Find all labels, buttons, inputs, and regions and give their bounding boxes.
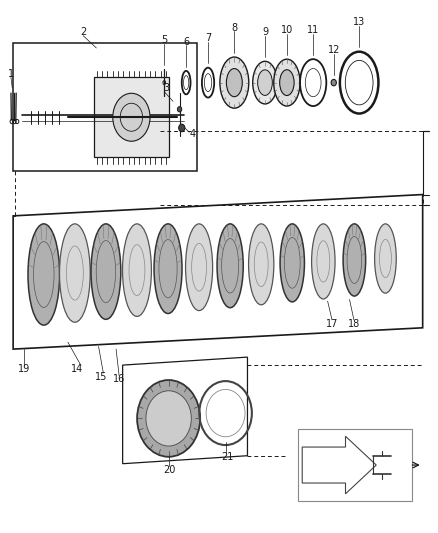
Ellipse shape (113, 93, 150, 141)
Ellipse shape (220, 57, 249, 108)
Ellipse shape (253, 61, 277, 104)
Ellipse shape (280, 224, 304, 302)
Ellipse shape (91, 224, 121, 319)
Text: 17: 17 (326, 319, 338, 329)
Text: 5: 5 (161, 35, 167, 45)
Text: 14: 14 (71, 365, 83, 374)
Ellipse shape (226, 69, 242, 96)
Ellipse shape (249, 224, 274, 305)
Ellipse shape (179, 124, 185, 132)
Ellipse shape (123, 224, 152, 317)
Text: 21: 21 (222, 452, 234, 462)
Ellipse shape (217, 224, 243, 308)
Ellipse shape (258, 70, 272, 95)
Ellipse shape (177, 107, 182, 112)
Text: 2: 2 (80, 27, 86, 37)
Text: 9: 9 (262, 27, 268, 37)
Text: 4: 4 (190, 130, 196, 139)
Text: 18: 18 (348, 319, 360, 329)
Text: 16: 16 (113, 375, 125, 384)
Ellipse shape (154, 224, 182, 313)
Ellipse shape (137, 380, 200, 457)
Text: 10: 10 (281, 25, 293, 35)
Text: 11: 11 (307, 25, 319, 35)
Ellipse shape (60, 224, 90, 322)
Text: 13: 13 (353, 18, 365, 27)
Ellipse shape (374, 224, 396, 293)
Text: 3: 3 (163, 83, 170, 93)
Ellipse shape (28, 224, 60, 325)
Text: 20: 20 (163, 465, 176, 475)
Ellipse shape (279, 70, 294, 95)
Ellipse shape (311, 224, 335, 299)
Ellipse shape (146, 391, 191, 446)
Text: 15: 15 (95, 372, 107, 382)
Bar (13, 43, 197, 171)
Text: 12: 12 (328, 45, 340, 55)
Bar (298, 429, 412, 501)
Text: 6: 6 (183, 37, 189, 46)
Ellipse shape (331, 79, 336, 86)
Text: 8: 8 (231, 23, 237, 33)
Text: 19: 19 (18, 365, 30, 374)
Text: 1: 1 (8, 69, 14, 78)
Ellipse shape (343, 224, 366, 296)
Ellipse shape (186, 224, 212, 311)
Text: 7: 7 (205, 34, 211, 43)
FancyBboxPatch shape (94, 77, 169, 157)
Ellipse shape (274, 59, 300, 106)
